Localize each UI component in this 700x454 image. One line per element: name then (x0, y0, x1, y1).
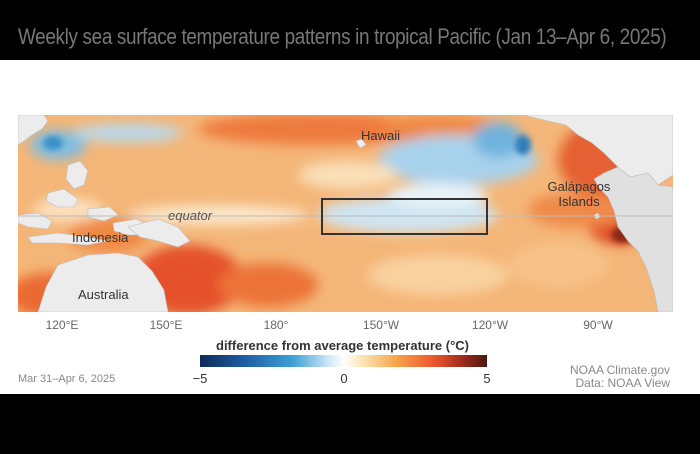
legend-title: difference from average temperature (°C) (216, 338, 469, 353)
longitude-tick-150e: 150°E (149, 318, 183, 332)
longitude-tick-90w: 90°W (583, 318, 613, 332)
date-range-label: Mar 31–Apr 6, 2025 (18, 373, 116, 385)
credit-source: NOAA Climate.gov (569, 363, 670, 377)
legend-min-label: −5 (192, 371, 208, 386)
page-title: Weekly sea surface temperature patterns … (18, 24, 667, 49)
color-scale-bar (200, 355, 487, 367)
equator-label: equator (168, 208, 213, 223)
longitude-tick-120e: 120°E (45, 318, 79, 332)
sst-anomaly-map (18, 115, 673, 312)
hawaii-label: Hawaii (361, 128, 401, 143)
nino34-box (321, 198, 488, 235)
australia-label: Australia (78, 287, 129, 302)
longitude-tick-150w: 150°W (362, 318, 400, 332)
legend-mid-label: 0 (340, 371, 348, 386)
legend-max-label: 5 (483, 371, 491, 386)
longitude-tick-120w: 120°W (471, 318, 509, 332)
indonesia-label: Indonesia (72, 230, 129, 245)
galapagos-label: Galápagos Islands (547, 179, 611, 209)
longitude-tick-180: 180° (263, 318, 289, 332)
map-graphic (18, 115, 673, 312)
credit-data: Data: NOAA View (575, 376, 671, 390)
